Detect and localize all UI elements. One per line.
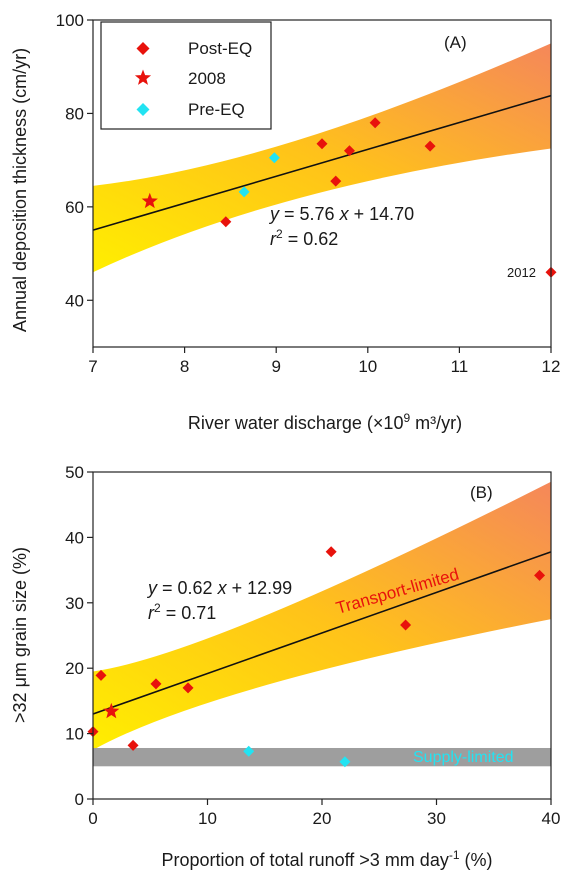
- plot-frame-a: [92, 19, 552, 348]
- y-tick-label-b: 50: [65, 463, 84, 482]
- data-point-pre-eq-b-1: [243, 745, 255, 757]
- data-point-pre-eq-a-1: [238, 186, 250, 198]
- x-axis-label-a: River water discharge (×109 m³/yr): [188, 411, 462, 433]
- y-tick-label-b: 0: [75, 790, 84, 809]
- x-tick-label-b: 30: [427, 809, 446, 828]
- legend-marker-post-eq: [136, 42, 150, 55]
- legend-label-post-eq: Post-EQ: [188, 39, 252, 58]
- data-point-post-eq-b-8: [534, 569, 546, 581]
- data-point-post-eq-a-6: [424, 140, 436, 152]
- confidence-band-a: [93, 43, 551, 273]
- y-tick-label-a: 100: [56, 11, 84, 30]
- x-tick-label-a: 7: [88, 357, 97, 376]
- panel-label-b: (B): [470, 483, 493, 502]
- fit-equation-b: y = 0.62 x + 12.99: [146, 578, 292, 598]
- data-point-post-eq-b-2: [95, 669, 107, 681]
- annotation-2012: 2012: [507, 265, 536, 280]
- y-tick-label-b: 20: [65, 659, 84, 678]
- x-tick-label-a: 10: [358, 357, 377, 376]
- data-point-2008-b-1: [103, 702, 120, 719]
- fit-r2-a: r2 = 0.62: [270, 227, 338, 249]
- y-tick-label-b: 30: [65, 594, 84, 613]
- data-point-post-eq-b-4: [150, 678, 162, 690]
- data-point-post-eq-b-3: [127, 739, 139, 751]
- data-point-post-eq-b-5: [182, 682, 194, 694]
- axis-ticks-b: 0 10 20 30 40 0 10 20 30 40 50: [65, 463, 560, 828]
- data-point-post-eq-a-5: [369, 117, 381, 129]
- data-point-post-eq-a-4: [343, 145, 355, 157]
- x-tick-label-a: 12: [542, 357, 561, 376]
- fit-line-a: [92, 94, 552, 231]
- fit-equation-a: y = 5.76 x + 14.70: [268, 204, 414, 224]
- data-point-2008-a-1: [141, 192, 158, 209]
- data-point-post-eq-a-3: [330, 175, 342, 187]
- panel-b: 0 10 20 30 40 0 10 20 30 40 50 (B) y = 0.62 x + 12…: [10, 463, 560, 870]
- y-tick-label-b: 10: [65, 725, 84, 744]
- confidence-band-b: [93, 481, 551, 750]
- x-tick-label-b: 20: [313, 809, 332, 828]
- fit-line-b: [92, 551, 552, 715]
- legend-marker-pre-eq: [136, 103, 150, 116]
- data-point-post-eq-a-1: [220, 216, 232, 228]
- y-tick-label-a: 40: [65, 291, 84, 310]
- data-point-post-eq-b-6: [325, 546, 337, 558]
- points-a: [141, 117, 557, 278]
- y-tick-label-b: 40: [65, 528, 84, 547]
- x-tick-label-b: 0: [88, 809, 97, 828]
- axis-ticks-a: 7 8 9 10 11 12 40 60 80 100: [56, 11, 561, 376]
- y-axis-label-b: >32 μm grain size (%): [10, 547, 30, 723]
- legend-label-2008: 2008: [188, 69, 226, 88]
- x-tick-label-a: 11: [451, 357, 469, 376]
- y-tick-label-a: 80: [65, 104, 84, 123]
- data-point-post-eq-b-7: [400, 619, 412, 631]
- legend-box: [100, 21, 272, 130]
- legend-marker-2008: [134, 69, 152, 85]
- legend: Post-EQ 2008 Pre-EQ: [100, 21, 272, 130]
- data-point-pre-eq-b-2: [339, 756, 351, 768]
- x-tick-label-b: 10: [198, 809, 217, 828]
- legend-label-pre-eq: Pre-EQ: [188, 100, 245, 119]
- data-point-pre-eq-a-2: [268, 152, 280, 164]
- panel-label-a: (A): [444, 33, 467, 52]
- x-tick-label-a: 9: [271, 357, 280, 376]
- x-tick-label-a: 8: [180, 357, 189, 376]
- data-point-post-eq-a-2: [316, 138, 328, 150]
- points-b: [87, 546, 546, 768]
- supply-limited-band: [93, 747, 551, 767]
- x-tick-label-b: 40: [542, 809, 561, 828]
- annotation-supply-limited: Supply-limited: [413, 749, 513, 766]
- y-tick-label-a: 60: [65, 198, 84, 217]
- panel-a: 7 8 9 10 11 12 40 60 80 100 (A) Post-EQ 2008 Pre-…: [10, 11, 560, 433]
- y-axis-label-a: Annual deposition thickness (cm/yr): [10, 48, 30, 332]
- fit-r2-b: r2 = 0.71: [148, 601, 216, 623]
- x-axis-label-b: Proportion of total runoff >3 mm day-1 (…: [162, 848, 493, 870]
